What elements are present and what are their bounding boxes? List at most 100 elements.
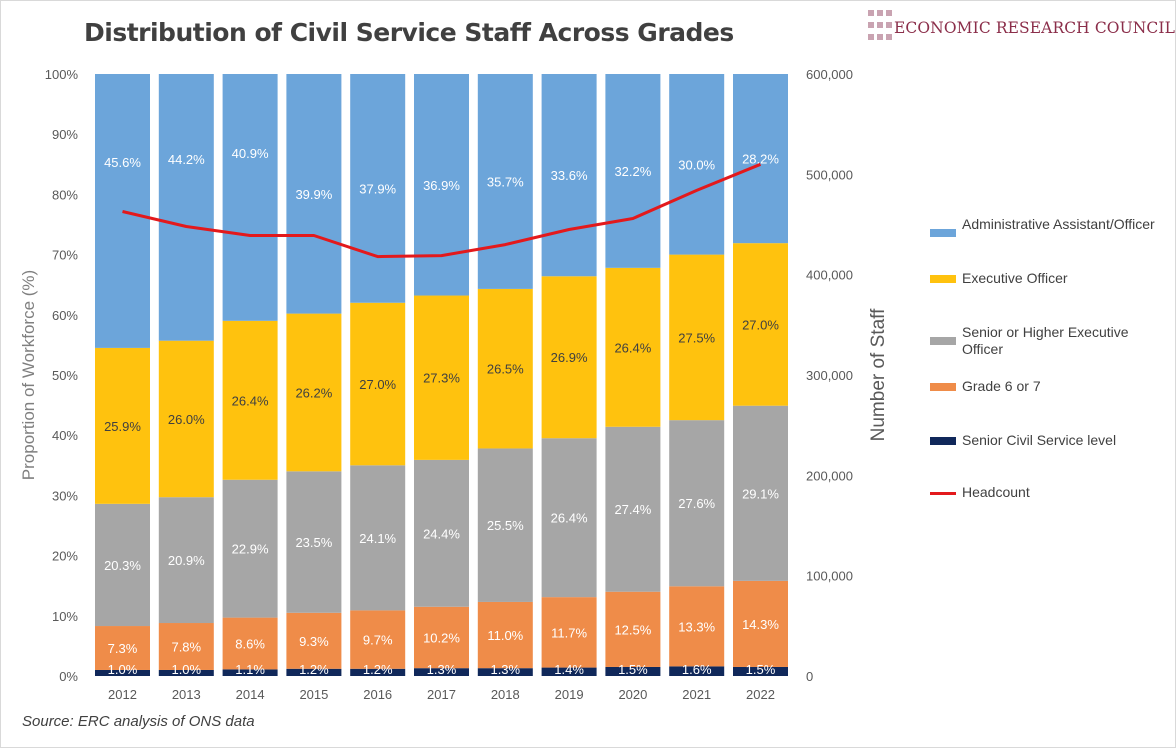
bar-segment-grade-6-or-7-2021 <box>669 586 725 667</box>
data-label-administrative-assistant-officer-2019: 33.6% <box>551 168 588 183</box>
data-label-senior-or-higher-executive-officer-2016: 24.1% <box>359 531 396 546</box>
bar-segment-grade-6-or-7-2014 <box>222 617 278 670</box>
bar-segment-administrative-assistant-officer-2018 <box>477 74 533 289</box>
legend-swatch-senior-or-higher-executive-officer <box>930 337 956 345</box>
data-label-executive-officer-2022: 27.0% <box>742 317 779 332</box>
logo-grid-icon <box>868 10 892 40</box>
x-tick-2013: 2013 <box>172 687 201 702</box>
bar-segment-executive-officer-2019 <box>541 276 597 439</box>
data-label-grade-6-or-7-2019: 11.7% <box>551 625 587 640</box>
legend-label-administrative-assistant-officer: Administrative Assistant/Officer <box>962 216 1155 232</box>
data-label-administrative-assistant-officer-2013: 44.2% <box>168 152 205 167</box>
bar-segment-executive-officer-2020 <box>605 267 661 427</box>
data-label-executive-officer-2016: 27.0% <box>359 377 396 392</box>
bar-segment-administrative-assistant-officer-2021 <box>669 74 725 255</box>
y-tick-20: 20% <box>52 549 78 564</box>
x-tick-2020: 2020 <box>618 687 647 702</box>
headcount-line-layer <box>122 162 762 259</box>
bar-segment-grade-6-or-7-2020 <box>605 591 661 667</box>
data-label-administrative-assistant-officer-2020: 32.2% <box>614 164 651 179</box>
bar-segment-executive-officer-2013 <box>158 340 214 498</box>
bar-segment-administrative-assistant-officer-2012 <box>95 74 150 348</box>
data-label-executive-officer-2019: 26.9% <box>551 350 588 365</box>
legend-label-grade-6-or-7: Grade 6 or 7 <box>962 378 1041 394</box>
bar-segment-grade-6-or-7-2015 <box>286 612 342 669</box>
data-label-senior-or-higher-executive-officer-2018: 25.5% <box>487 518 524 533</box>
data-label-senior-or-higher-executive-officer-2021: 27.6% <box>678 496 715 511</box>
data-label-senior-civil-service-level-2022: 1.5% <box>746 662 776 677</box>
data-label-executive-officer-2012: 25.9% <box>104 419 141 434</box>
data-label-senior-civil-service-level-2014: 1.1% <box>235 662 265 677</box>
data-label-grade-6-or-7-2015: 9.3% <box>299 634 329 649</box>
legend-swatch-executive-officer <box>930 275 956 283</box>
x-tick-2016: 2016 <box>363 687 392 702</box>
data-label-senior-or-higher-executive-officer-2019: 26.4% <box>551 511 588 526</box>
legend-label-senior-civil-service-level: Senior Civil Service level <box>962 432 1117 448</box>
y2-tick-600000: 600,000 <box>806 67 853 82</box>
bar-segment-senior-or-higher-executive-officer-2013 <box>158 497 214 624</box>
data-label-senior-or-higher-executive-officer-2020: 27.4% <box>614 502 651 517</box>
x-tick-2018: 2018 <box>491 687 520 702</box>
data-label-executive-officer-2018: 26.5% <box>487 362 524 377</box>
data-label-grade-6-or-7-2016: 9.7% <box>363 633 393 648</box>
bar-segment-senior-or-higher-executive-officer-2022 <box>733 405 788 581</box>
bar-segment-senior-civil-service-level-2017 <box>414 668 469 676</box>
y-tick-40: 40% <box>52 428 78 443</box>
bar-segment-senior-or-higher-executive-officer-2021 <box>669 420 725 587</box>
data-label-senior-civil-service-level-2017: 1.3% <box>427 662 457 677</box>
data-label-executive-officer-2013: 26.0% <box>168 412 205 427</box>
y2-tick-0: 0 <box>806 669 813 684</box>
bar-segment-administrative-assistant-officer-2016 <box>350 74 406 303</box>
bar-segment-grade-6-or-7-2019 <box>541 597 597 668</box>
bar-segment-senior-civil-service-level-2016 <box>350 668 406 676</box>
bar-segment-grade-6-or-7-2018 <box>477 601 533 669</box>
y-tick-10: 10% <box>52 609 78 624</box>
y-tick-0: 0% <box>59 669 78 684</box>
bar-segment-senior-or-higher-executive-officer-2015 <box>286 471 342 613</box>
data-label-senior-or-higher-executive-officer-2014: 22.9% <box>232 542 269 557</box>
legend-swatch-senior-civil-service-level <box>930 437 956 445</box>
data-label-senior-civil-service-level-2020: 1.5% <box>618 662 648 677</box>
bar-segment-administrative-assistant-officer-2022 <box>733 74 788 244</box>
legend-label-senior-or-higher-executive-officer: Senior or Higher Executive Officer <box>962 324 1129 357</box>
bar-segment-executive-officer-2021 <box>669 254 725 421</box>
bar-segment-senior-civil-service-level-2022 <box>733 666 788 676</box>
axes-layer: 2012 2013 2014 2015 2016 2017 2018 2019 2020 2021… <box>45 67 853 702</box>
bar-segment-grade-6-or-7-2022 <box>733 580 788 667</box>
bar-segment-senior-civil-service-level-2013 <box>158 669 214 676</box>
chart-title: Distribution of Civil Service Staff Acro… <box>84 18 734 47</box>
bar-segment-senior-or-higher-executive-officer-2016 <box>350 465 406 611</box>
y-tick-90: 90% <box>52 127 78 142</box>
bar-segment-administrative-assistant-officer-2017 <box>414 74 469 296</box>
bar-segment-senior-or-higher-executive-officer-2018 <box>477 448 533 602</box>
data-label-administrative-assistant-officer-2016: 37.9% <box>359 181 396 196</box>
bar-segment-senior-civil-service-level-2019 <box>541 667 597 676</box>
bar-segment-executive-officer-2016 <box>350 302 406 466</box>
data-label-executive-officer-2021: 27.5% <box>678 330 715 345</box>
x-tick-2019: 2019 <box>555 687 584 702</box>
y2-tick-200000: 200,000 <box>806 468 853 483</box>
bar-segment-senior-or-higher-executive-officer-2019 <box>541 438 597 598</box>
bar-segment-grade-6-or-7-2017 <box>414 606 469 669</box>
data-label-administrative-assistant-officer-2012: 45.6% <box>104 155 141 170</box>
y2-tick-300000: 300,000 <box>806 368 853 383</box>
legend-swatch-grade-6-or-7 <box>930 383 956 391</box>
legend-swatch-headcount <box>930 492 956 495</box>
x-tick-2022: 2022 <box>746 687 775 702</box>
source-note: Source: ERC analysis of ONS data <box>22 713 255 730</box>
data-label-senior-or-higher-executive-officer-2013: 20.9% <box>168 553 205 568</box>
bar-segment-administrative-assistant-officer-2014 <box>222 74 278 321</box>
data-label-senior-civil-service-level-2013: 1.0% <box>171 662 201 677</box>
bar-segment-administrative-assistant-officer-2019 <box>541 74 597 277</box>
data-label-grade-6-or-7-2012: 7.3% <box>108 641 138 656</box>
y2-tick-500000: 500,000 <box>806 167 853 182</box>
bar-segment-senior-civil-service-level-2015 <box>286 668 342 676</box>
data-label-administrative-assistant-officer-2018: 35.7% <box>487 174 524 189</box>
bar-segment-administrative-assistant-officer-2015 <box>286 74 342 314</box>
data-label-grade-6-or-7-2022: 14.3% <box>742 617 779 632</box>
bar-segment-executive-officer-2017 <box>414 295 469 460</box>
x-tick-2014: 2014 <box>236 687 265 702</box>
bar-segment-grade-6-or-7-2013 <box>158 623 214 670</box>
bar-segment-grade-6-or-7-2016 <box>350 610 406 669</box>
data-label-administrative-assistant-officer-2021: 30.0% <box>678 157 715 172</box>
